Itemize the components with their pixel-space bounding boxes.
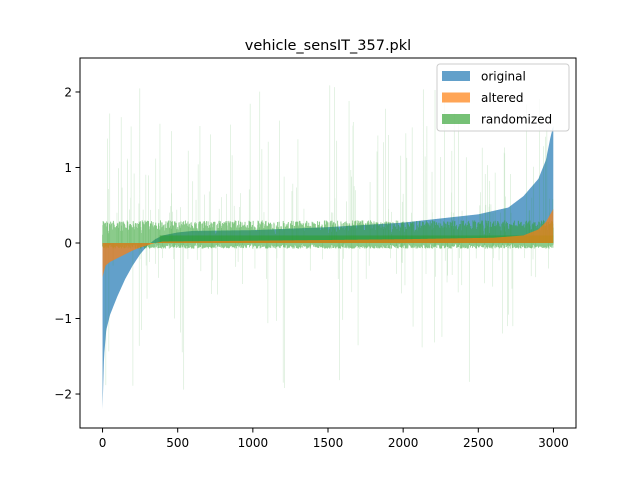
legend-swatch-randomized bbox=[442, 114, 470, 124]
plot-area bbox=[102, 85, 554, 410]
x-tick-label: 2000 bbox=[388, 436, 419, 450]
y-axis: 2 1 0 −1 −2 bbox=[54, 85, 80, 401]
x-tick-label: 1000 bbox=[238, 436, 269, 450]
chart-title: vehicle_sensIT_357.pkl bbox=[245, 38, 411, 54]
y-tick-label: 2 bbox=[64, 85, 72, 99]
legend-swatch-altered bbox=[442, 92, 470, 103]
y-tick-label: −1 bbox=[54, 312, 72, 326]
legend-swatch-original bbox=[442, 71, 470, 81]
x-tick-label: 1500 bbox=[313, 436, 344, 450]
legend: original altered randomized bbox=[436, 63, 570, 132]
series-randomized-band bbox=[159, 235, 554, 243]
legend-label-altered: altered bbox=[481, 91, 523, 105]
x-tick-label: 500 bbox=[166, 436, 189, 450]
x-tick-label: 3000 bbox=[538, 436, 569, 450]
y-tick-label: −2 bbox=[54, 387, 72, 401]
series-randomized-spikes bbox=[105, 85, 554, 390]
legend-label-randomized: randomized bbox=[481, 113, 552, 127]
x-tick-label: 2500 bbox=[463, 436, 494, 450]
series-altered-area bbox=[102, 209, 554, 277]
x-tick-label: 0 bbox=[99, 436, 107, 450]
y-tick-label: 0 bbox=[64, 236, 72, 250]
y-tick-label: 1 bbox=[64, 161, 72, 175]
x-axis: 0 500 1000 1500 2000 2500 3000 bbox=[99, 428, 569, 450]
legend-label-original: original bbox=[481, 70, 526, 84]
